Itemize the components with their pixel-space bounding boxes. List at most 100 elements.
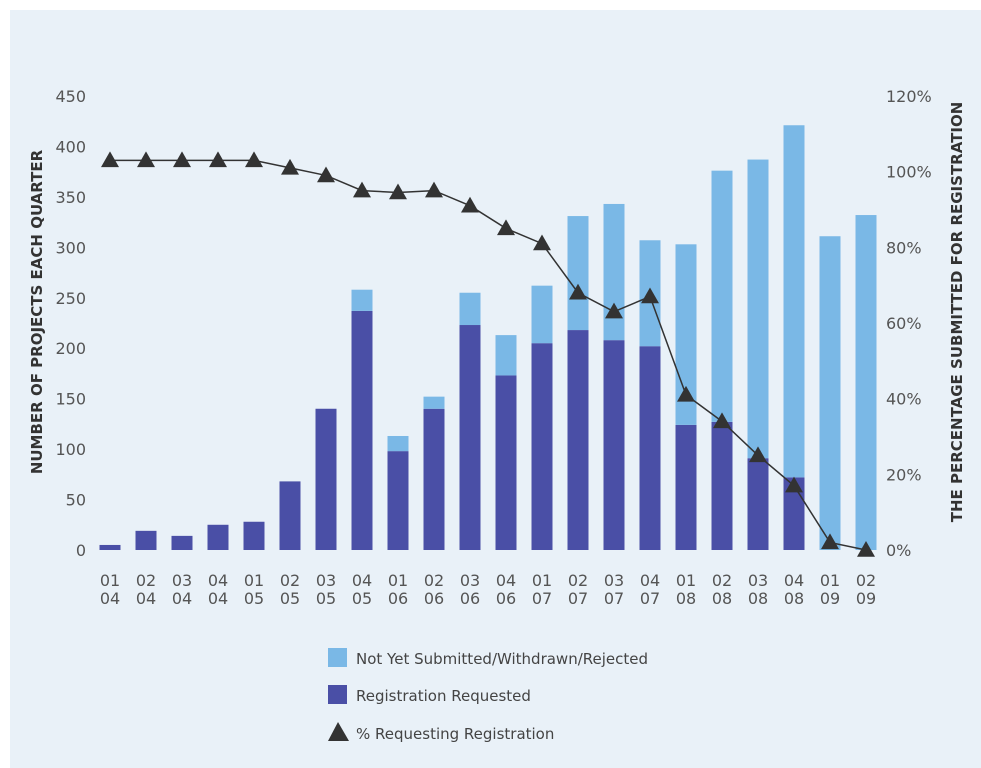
percentage-marker [497, 219, 515, 236]
x-tick-label-quarter: 04 [784, 571, 804, 590]
bar-registration-requested [603, 340, 625, 550]
x-tick-label-quarter: 04 [496, 571, 516, 590]
y-tick-label: 400 [55, 137, 86, 156]
x-tick-label-quarter: 03 [748, 571, 768, 590]
bar-not-yet-submitted [351, 289, 373, 311]
legend-label: Registration Requested [356, 687, 531, 705]
y-axis-title: NUMBER OF PROJECTS EACH QUARTER [28, 149, 46, 474]
percentage-marker [713, 412, 731, 429]
y-tick-label: 0 [76, 541, 86, 560]
y2-tick-label: 60% [886, 314, 922, 333]
x-tick-label-year: 07 [568, 589, 588, 608]
y-tick-label: 300 [55, 238, 86, 257]
percentage-marker [281, 158, 299, 175]
y2-tick-label: 20% [886, 465, 922, 484]
y-tick-label: 350 [55, 188, 86, 207]
y-tick-label: 150 [55, 390, 86, 409]
bar-registration-requested [567, 330, 589, 550]
bar-registration-requested [531, 343, 553, 550]
x-tick-label-year: 07 [640, 589, 660, 608]
bar-not-yet-submitted [495, 335, 517, 376]
y2-tick-label: 120% [886, 87, 932, 106]
percentage-marker [209, 151, 227, 168]
x-tick-label-year: 04 [172, 589, 192, 608]
legend-label: Not Yet Submitted/Withdrawn/Rejected [356, 650, 648, 668]
bar-not-yet-submitted [819, 236, 841, 551]
x-tick-label-quarter: 03 [604, 571, 624, 590]
x-tick-label-quarter: 04 [208, 571, 228, 590]
bar-not-yet-submitted [783, 125, 805, 478]
bar-not-yet-submitted [423, 396, 445, 409]
bar-registration-requested [315, 408, 337, 550]
x-tick-label-year: 06 [388, 589, 408, 608]
y2-axis-title: THE PERCENTAGE SUBMITTED FOR REGISTRATIO… [948, 102, 966, 523]
x-tick-label-year: 06 [424, 589, 444, 608]
bar-registration-requested [495, 375, 517, 550]
bar-registration-requested [639, 346, 661, 550]
legend-swatch [328, 648, 347, 667]
x-tick-label-year: 09 [820, 589, 840, 608]
x-tick-label-year: 04 [100, 589, 120, 608]
bar-not-yet-submitted [459, 292, 481, 326]
x-tick-label-quarter: 04 [352, 571, 372, 590]
x-tick-label-quarter: 02 [136, 571, 156, 590]
x-tick-label-year: 09 [856, 589, 876, 608]
legend-triangle-marker [328, 722, 349, 741]
x-tick-label-quarter: 02 [712, 571, 732, 590]
y2-tick-label: 100% [886, 163, 932, 182]
bar-not-yet-submitted [747, 159, 769, 459]
bar-registration-requested [387, 451, 409, 550]
percentage-marker [425, 181, 443, 198]
y2-tick-label: 40% [886, 390, 922, 409]
percentage-marker [569, 283, 587, 300]
percentage-marker [677, 385, 695, 402]
x-tick-label-year: 08 [676, 589, 696, 608]
bar-not-yet-submitted [603, 203, 625, 341]
bar-registration-requested [207, 524, 229, 550]
y-tick-label: 450 [55, 87, 86, 106]
x-tick-label-quarter: 01 [532, 571, 552, 590]
y2-tick-label: 0% [886, 541, 911, 560]
x-tick-label-year: 08 [748, 589, 768, 608]
y-tick-label: 200 [55, 339, 86, 358]
x-tick-label-quarter: 03 [316, 571, 336, 590]
x-tick-label-year: 08 [712, 589, 732, 608]
x-tick-label-year: 05 [352, 589, 372, 608]
x-tick-label-year: 08 [784, 589, 804, 608]
x-tick-label-quarter: 02 [280, 571, 300, 590]
x-tick-label-year: 06 [460, 589, 480, 608]
bar-not-yet-submitted [531, 285, 553, 344]
legend-label: % Requesting Registration [356, 725, 554, 743]
percentage-marker [389, 183, 407, 200]
x-tick-label-quarter: 01 [100, 571, 120, 590]
x-tick-label-year: 07 [604, 589, 624, 608]
x-tick-label-year: 07 [532, 589, 552, 608]
x-tick-label-quarter: 01 [244, 571, 264, 590]
percentage-marker [605, 302, 623, 319]
bar-not-yet-submitted [567, 216, 589, 331]
bar-registration-requested [423, 408, 445, 550]
percentage-marker [785, 476, 803, 493]
x-tick-label-quarter: 03 [460, 571, 480, 590]
bar-registration-requested [279, 481, 301, 550]
percentage-marker [461, 196, 479, 213]
bar-registration-requested [171, 535, 193, 550]
bar-registration-requested [711, 421, 733, 550]
x-tick-label-quarter: 04 [640, 571, 660, 590]
x-tick-label-year: 05 [244, 589, 264, 608]
percentage-marker [857, 541, 875, 557]
bar-registration-requested [747, 458, 769, 550]
bar-not-yet-submitted [711, 170, 733, 422]
y2-tick-label: 80% [886, 238, 922, 257]
bar-registration-requested [459, 325, 481, 550]
percentage-marker [245, 151, 263, 168]
y-tick-label: 50 [66, 491, 86, 510]
x-tick-label-year: 05 [316, 589, 336, 608]
x-tick-label-quarter: 03 [172, 571, 192, 590]
x-tick-label-quarter: 01 [388, 571, 408, 590]
percentage-line [110, 159, 867, 551]
percentage-marker [353, 181, 371, 198]
legend-swatch [328, 685, 347, 704]
percentage-marker [821, 533, 839, 550]
